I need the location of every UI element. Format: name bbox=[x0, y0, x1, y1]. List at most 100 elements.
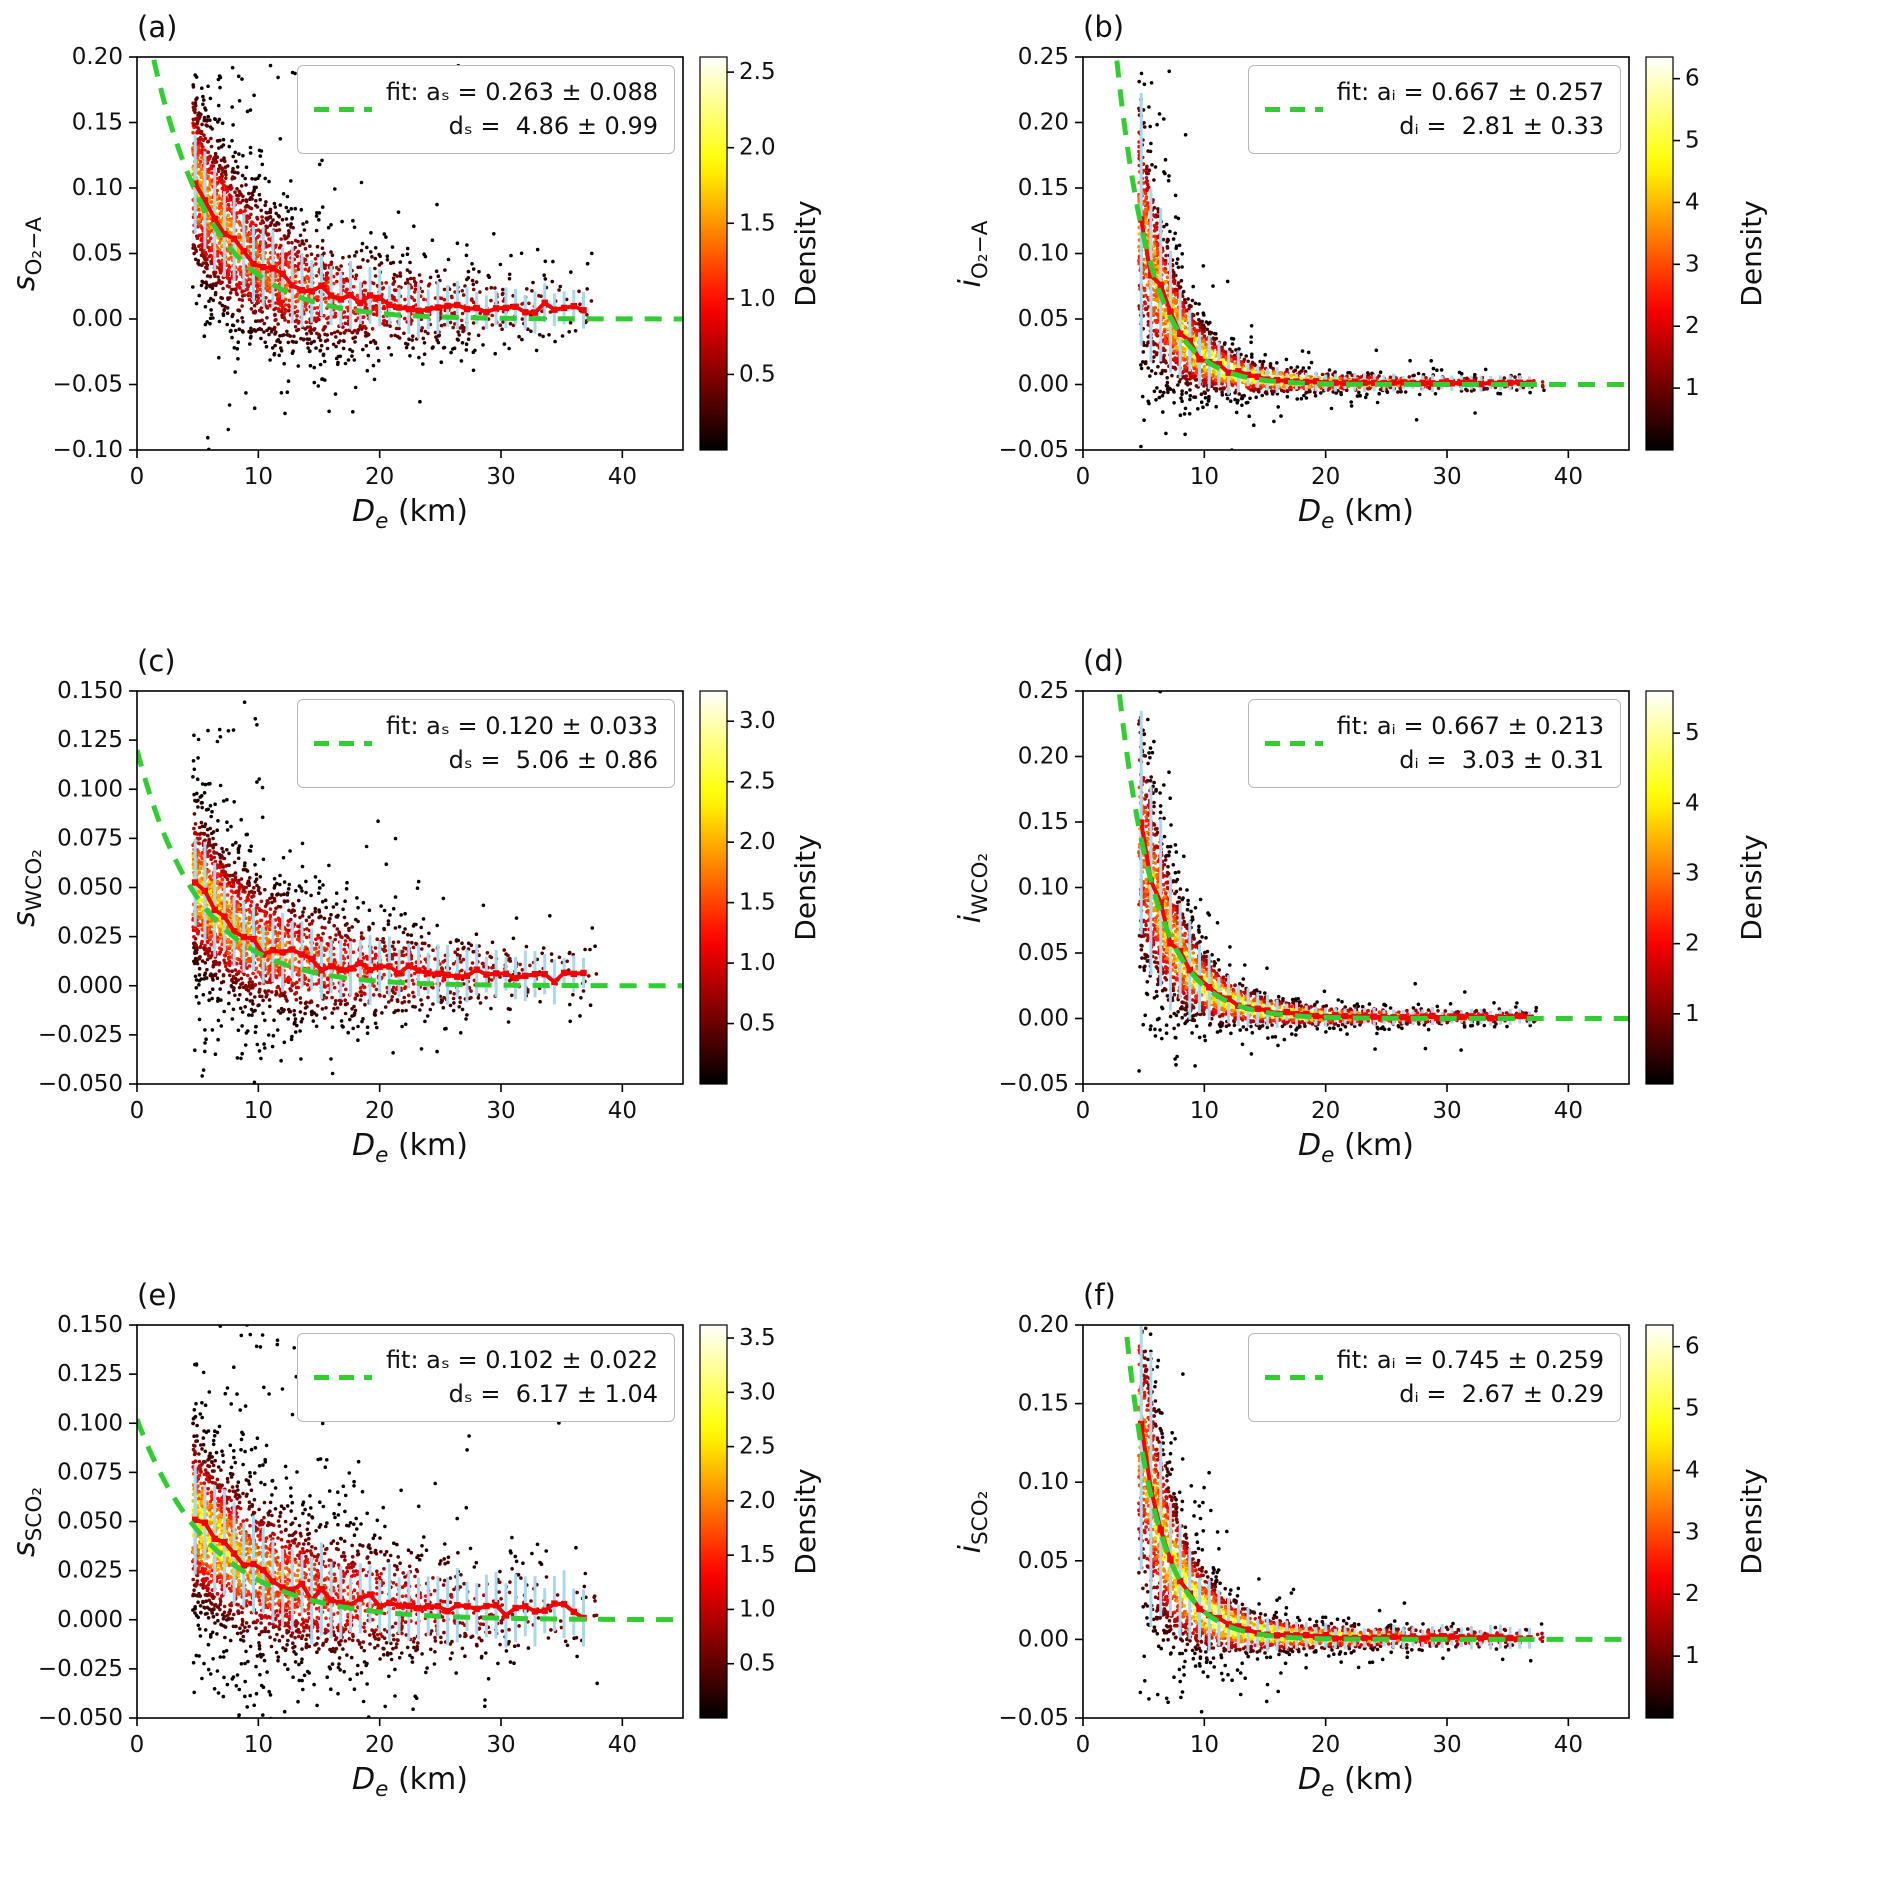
colorbar-tick-label: 1 bbox=[1685, 1643, 1700, 1669]
x-tick-label: 20 bbox=[365, 464, 394, 490]
axis-ticks bbox=[129, 56, 734, 458]
median-markers bbox=[1138, 216, 1533, 388]
colorbar-tick-label: 3 bbox=[1685, 251, 1700, 277]
y-tick-label: −0.025 bbox=[38, 1656, 123, 1682]
x-axis-label: De (km) bbox=[352, 1762, 468, 1802]
y-tick-label: −0.05 bbox=[999, 1705, 1069, 1731]
tick-labels: 0 10 20 30 40 −0.050 −0.025 0.000 0.025 0.050 0.07… bbox=[38, 678, 776, 1124]
y-tick-label: 0.05 bbox=[1018, 940, 1069, 966]
colorbar-tick-label: 1 bbox=[1685, 1001, 1700, 1027]
x-tick-label: 40 bbox=[1554, 1098, 1583, 1124]
y-tick-label: 0.25 bbox=[1018, 44, 1069, 70]
colorbar-tick-label: 6 bbox=[1685, 66, 1700, 92]
colorbar bbox=[699, 1324, 728, 1719]
x-tick-label: 30 bbox=[486, 1098, 515, 1124]
y-tick-label: 0.00 bbox=[1018, 1626, 1069, 1652]
y-tick-label: −0.05 bbox=[53, 372, 123, 398]
fit-legend-line2: dₛ = 4.86 ± 0.99 bbox=[448, 111, 658, 140]
fit-line bbox=[1116, 691, 1629, 1021]
y-tick-label: 0.000 bbox=[57, 1607, 123, 1633]
axis-ticks bbox=[1075, 56, 1680, 458]
tick-labels: 0 10 20 30 40 −0.10 −0.05 0.00 0.05 0.10 0.15 0.20 0… bbox=[53, 44, 776, 490]
colorbar-tick-label: 2 bbox=[1685, 313, 1700, 339]
x-tick-label: 10 bbox=[244, 1098, 273, 1124]
y-tick-label: 0.150 bbox=[57, 1312, 123, 1338]
colorbar-tick-label: 3 bbox=[1685, 1519, 1700, 1545]
colorbar-tick-label: 0.5 bbox=[739, 1651, 776, 1677]
colorbar-tick-label: 2.0 bbox=[739, 135, 776, 161]
y-tick-label: 0.10 bbox=[1018, 241, 1069, 267]
y-tick-label: 0.20 bbox=[1018, 110, 1069, 136]
fit-legend-line1: fit: aₛ = 0.263 ± 0.088 bbox=[385, 78, 658, 106]
y-axis-label: iSCO₂ bbox=[953, 1490, 993, 1553]
x-tick-label: 10 bbox=[244, 464, 273, 490]
y-axis-label: sSCO₂ bbox=[7, 1486, 47, 1557]
colorbar bbox=[1645, 1324, 1674, 1719]
panel-letter-d: (d) bbox=[1083, 644, 1125, 678]
colorbar-tick-label: 2 bbox=[1685, 1581, 1700, 1607]
colorbar-tick-label: 5 bbox=[1685, 1396, 1700, 1422]
fit-line bbox=[150, 57, 683, 322]
fit-legend-text: fit: aᵢ = 0.667 ± 0.257 dᵢ = 2.81 ± 0.33 bbox=[1337, 76, 1604, 143]
y-tick-label: 0.15 bbox=[1018, 175, 1069, 201]
y-tick-label: 0.20 bbox=[1018, 1312, 1069, 1338]
colorbar-tick-label: 6 bbox=[1685, 1334, 1700, 1360]
y-tick-label: 0.125 bbox=[57, 727, 123, 753]
fit-line-sample bbox=[1264, 107, 1323, 113]
colorbar-tick-label: 1.5 bbox=[739, 1542, 776, 1568]
y-tick-label: 0.100 bbox=[57, 776, 123, 802]
plot-svg-a: 0 10 20 30 40 −0.10 −0.05 0.00 0.05 0.10 0.15 0.20 0… bbox=[53, 44, 822, 490]
colorbar-label: Density bbox=[1735, 200, 1768, 306]
x-tick-label: 40 bbox=[608, 1732, 637, 1758]
fit-legend-text: fit: aₛ = 0.120 ± 0.033 dₛ = 5.06 ± 0.86 bbox=[386, 710, 658, 777]
x-tick-label: 10 bbox=[244, 1732, 273, 1758]
colorbar-tick-label: 4 bbox=[1685, 1457, 1700, 1483]
y-tick-label: 0.075 bbox=[57, 825, 123, 851]
y-axis-label: sWCO₂ bbox=[7, 848, 47, 927]
y-tick-label: 0.05 bbox=[72, 241, 123, 267]
fit-legend-line2: dᵢ = 2.81 ± 0.33 bbox=[1399, 111, 1604, 140]
y-tick-label: −0.050 bbox=[38, 1071, 123, 1097]
y-tick-label: 0.000 bbox=[57, 973, 123, 999]
colorbar-tick-label: 3 bbox=[1685, 860, 1700, 886]
x-tick-label: 30 bbox=[1432, 1732, 1461, 1758]
fit-line bbox=[1123, 1325, 1629, 1642]
fit-line-sample bbox=[1264, 1375, 1323, 1381]
x-tick-label: 10 bbox=[1190, 1098, 1219, 1124]
y-tick-label: 0.150 bbox=[57, 678, 123, 704]
plot-svg-f: 0 10 20 30 40 −0.05 0.00 0.05 0.10 0.15 0.20 1 2 3 4 5 6… bbox=[999, 1312, 1768, 1758]
colorbar-tick-label: 2.5 bbox=[739, 769, 776, 795]
x-axis-label: De (km) bbox=[352, 494, 468, 534]
chart-panel-a: 0 10 20 30 40 −0.10 −0.05 0.00 0.05 0.10 0.15 0.20 0… bbox=[0, 0, 946, 634]
y-tick-label: 0.025 bbox=[57, 924, 123, 950]
y-tick-label: 0.025 bbox=[57, 1558, 123, 1584]
median-markers bbox=[1138, 819, 1533, 1022]
panel-letter-e: (e) bbox=[137, 1278, 178, 1312]
fit-line bbox=[137, 1418, 683, 1623]
x-tick-label: 0 bbox=[130, 1732, 145, 1758]
x-tick-label: 20 bbox=[365, 1732, 394, 1758]
colorbar-label: Density bbox=[1735, 1468, 1768, 1574]
colorbar-tick-label: 4 bbox=[1685, 189, 1700, 215]
colorbar bbox=[699, 690, 728, 1085]
colorbar-tick-label: 1.5 bbox=[739, 890, 776, 916]
fit-line-sample bbox=[1264, 741, 1323, 747]
y-tick-label: 0.075 bbox=[57, 1459, 123, 1485]
x-tick-label: 40 bbox=[608, 1098, 637, 1124]
fit-legend-line1: fit: aₛ = 0.102 ± 0.022 bbox=[385, 1346, 658, 1374]
fit-legend: fit: aₛ = 0.263 ± 0.088 dₛ = 4.86 ± 0.99 bbox=[296, 65, 675, 155]
chart-panel-e: 0 10 20 30 40 −0.050 −0.025 0.000 0.025 0.050 0.07… bbox=[0, 1268, 946, 1902]
y-axis-label: sO₂−A bbox=[7, 216, 47, 291]
y-tick-label: 0.05 bbox=[1018, 1548, 1069, 1574]
colorbar-label: Density bbox=[789, 1468, 822, 1574]
y-tick-label: −0.05 bbox=[999, 437, 1069, 463]
colorbar-label: Density bbox=[1735, 834, 1768, 940]
plot-svg-c: 0 10 20 30 40 −0.050 −0.025 0.000 0.025 0.050 0.07… bbox=[38, 678, 822, 1124]
fit-line bbox=[137, 749, 683, 989]
fit-legend-line2: dₛ = 5.06 ± 0.86 bbox=[448, 745, 658, 774]
y-tick-label: 0.15 bbox=[1018, 1391, 1069, 1417]
y-tick-label: −0.05 bbox=[999, 1071, 1069, 1097]
x-tick-label: 10 bbox=[1190, 464, 1219, 490]
y-tick-label: 0.15 bbox=[72, 110, 123, 136]
